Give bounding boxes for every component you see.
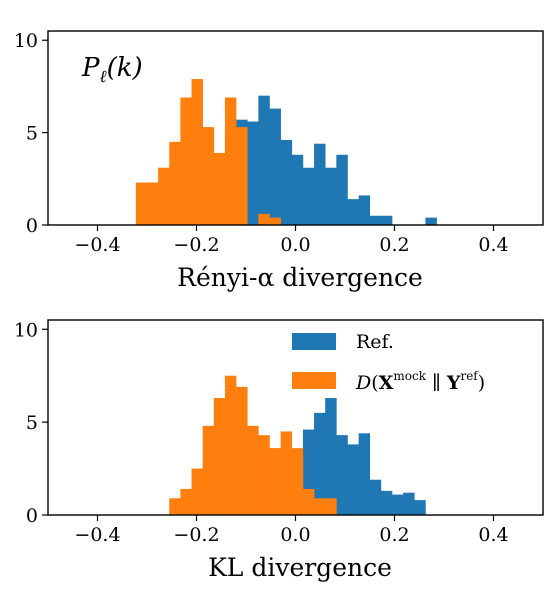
kl-ref-bar xyxy=(403,492,415,515)
legend-label-ref: Ref. xyxy=(356,331,394,353)
kl-mock-bars xyxy=(169,375,337,515)
kl-histogram-panel: −0.4 −0.2 0.0 0.2 0.4 0 5 10 Ref. D(Xmock ∥ Yr… xyxy=(14,319,544,582)
renyi-ref-bar xyxy=(280,140,293,225)
renyi-ref-bar xyxy=(358,195,371,225)
renyi-mock-bar xyxy=(169,141,181,225)
renyi-mock-bar xyxy=(135,182,148,225)
renyi-mock-bar xyxy=(202,127,215,225)
kl-mock-bar xyxy=(258,435,270,515)
renyi-ref-bar xyxy=(302,167,315,225)
legend-label-mock: D(Xmock ∥ Yref) xyxy=(355,369,485,394)
renyi-mock-bar xyxy=(224,97,237,225)
renyi-x-tick-label: 0.2 xyxy=(379,234,409,256)
kl-mock-bar xyxy=(291,448,304,515)
renyi-x-ticks: −0.4 −0.2 0.0 0.2 0.4 xyxy=(74,225,509,256)
kl-ref-bar xyxy=(369,479,382,515)
kl-mock-bar xyxy=(213,398,226,515)
renyi-x-axis-label: Rényi-α divergence xyxy=(177,263,423,292)
renyi-ref-bar xyxy=(425,217,437,225)
renyi-ref-bar xyxy=(336,154,348,225)
kl-ref-bar xyxy=(358,433,371,515)
renyi-y-tick-label: 5 xyxy=(26,123,38,145)
renyi-mock-bar xyxy=(147,182,159,225)
kl-ref-bar xyxy=(380,490,393,515)
renyi-ref-bar xyxy=(269,108,281,225)
kl-y-tick-label: 10 xyxy=(14,319,38,341)
kl-y-tick-label: 0 xyxy=(26,505,38,527)
legend-swatch-ref xyxy=(292,333,336,350)
renyi-ref-bar xyxy=(369,215,382,225)
kl-x-tick-label: 0.0 xyxy=(280,524,310,546)
kl-mock-bar xyxy=(180,489,192,515)
kl-mock-bar xyxy=(247,425,259,515)
kl-ref-bar xyxy=(325,398,337,515)
renyi-x-tick-label: 0.0 xyxy=(280,234,310,256)
renyi-mock-bar xyxy=(158,167,170,225)
kl-ref-bar xyxy=(414,500,426,515)
legend-swatch-mock xyxy=(292,372,336,389)
kl-x-tick-label: 0.4 xyxy=(478,524,508,546)
kl-ref-bar xyxy=(347,444,359,515)
renyi-x-tick-label: −0.2 xyxy=(173,234,219,256)
renyi-ref-bar xyxy=(380,215,393,225)
kl-ref-bar xyxy=(314,412,326,515)
kl-mock-bar xyxy=(236,386,248,515)
kl-x-ticks: −0.4 −0.2 0.0 0.2 0.4 xyxy=(74,515,509,546)
renyi-mock-bar xyxy=(180,97,192,225)
kl-mock-bar xyxy=(325,498,337,515)
kl-x-tick-label: −0.4 xyxy=(74,524,120,546)
renyi-mock-bar xyxy=(213,152,226,225)
kl-mock-bar xyxy=(169,498,181,515)
kl-mock-bar xyxy=(314,498,326,515)
kl-mock-bar xyxy=(224,375,237,515)
renyi-histogram-panel: −0.4 −0.2 0.0 0.2 0.4 0 5 10 Pℓ(k) Rényi-α div… xyxy=(14,30,544,292)
renyi-mock-bars xyxy=(135,79,281,225)
renyi-y-tick-label: 0 xyxy=(26,215,38,237)
kl-mock-bar xyxy=(202,425,215,515)
legend: Ref. D(Xmock ∥ Yref) xyxy=(292,331,485,394)
kl-x-tick-label: 0.2 xyxy=(379,524,409,546)
renyi-ref-bars xyxy=(224,95,437,225)
renyi-mock-bar xyxy=(191,79,203,225)
renyi-mock-bar xyxy=(258,213,270,225)
kl-x-axis-label: KL divergence xyxy=(208,553,392,582)
renyi-ref-bar xyxy=(325,167,337,225)
renyi-y-tick-label: 10 xyxy=(14,30,38,52)
kl-x-tick-label: −0.2 xyxy=(173,524,219,546)
kl-ref-bar xyxy=(392,494,404,515)
kl-mock-bar xyxy=(280,431,293,515)
kl-mock-bar xyxy=(302,489,315,515)
power-spectrum-annotation: Pℓ(k) xyxy=(81,53,143,87)
renyi-ref-bar xyxy=(314,143,326,225)
renyi-ref-bar xyxy=(347,199,359,225)
kl-y-ticks: 0 5 10 xyxy=(14,319,48,527)
renyi-ref-bar xyxy=(258,95,270,225)
renyi-mock-bar xyxy=(236,127,248,225)
kl-mock-bar xyxy=(269,448,281,515)
renyi-x-tick-label: 0.4 xyxy=(478,234,508,256)
renyi-ref-bar xyxy=(247,121,259,225)
kl-y-tick-label: 5 xyxy=(26,412,38,434)
kl-ref-bar xyxy=(302,429,315,515)
renyi-ref-bar xyxy=(291,154,304,225)
renyi-y-ticks: 0 5 10 xyxy=(14,30,48,237)
renyi-x-tick-label: −0.4 xyxy=(74,234,120,256)
renyi-mock-bar xyxy=(269,217,281,225)
kl-ref-bar xyxy=(336,435,348,515)
kl-mock-bar xyxy=(191,468,203,515)
